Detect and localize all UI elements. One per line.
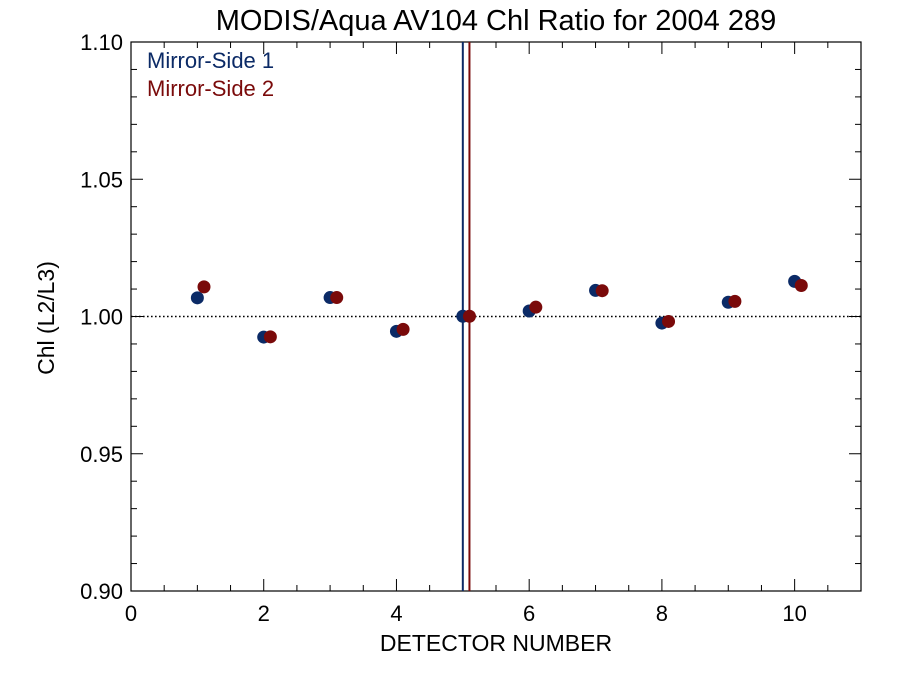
point-series-2 bbox=[662, 314, 676, 328]
x-tick-label: 6 bbox=[523, 601, 535, 626]
x-axis-label: DETECTOR NUMBER bbox=[380, 630, 612, 656]
point-series-2 bbox=[462, 309, 476, 323]
point-series-2 bbox=[330, 291, 344, 305]
point-series-2 bbox=[396, 322, 410, 336]
y-tick-label: 1.00 bbox=[80, 305, 123, 330]
point-series-2 bbox=[263, 330, 277, 344]
point-series-2 bbox=[197, 280, 211, 294]
y-tick-label: 1.10 bbox=[80, 30, 123, 55]
x-tick-label: 0 bbox=[125, 601, 137, 626]
point-series-2 bbox=[595, 284, 609, 298]
x-tick-label: 4 bbox=[390, 601, 402, 626]
x-tick-label: 2 bbox=[258, 601, 270, 626]
plot-layer: 0 2 4 6 8 10 0.90 0.95 1.00 1.05 1.10 bbox=[80, 30, 862, 626]
chart-title: MODIS/Aqua AV104 Chl Ratio for 2004 289 bbox=[216, 5, 776, 37]
point-series-2 bbox=[794, 278, 808, 292]
x-tick-label: 8 bbox=[656, 601, 668, 626]
x-tick-label: 10 bbox=[782, 601, 806, 626]
point-series-2 bbox=[529, 300, 543, 314]
point-series-1 bbox=[190, 291, 204, 305]
y-tick-label: 0.90 bbox=[80, 579, 123, 604]
legend-item-mirror-side-2: Mirror-Side 2 bbox=[147, 76, 274, 101]
legend: Mirror-Side 1 Mirror-Side 2 bbox=[147, 48, 274, 101]
y-axis-label: Chl (L2/L3) bbox=[33, 261, 59, 375]
y-tick-label: 1.05 bbox=[80, 167, 123, 192]
y-tick-label: 0.95 bbox=[80, 442, 123, 467]
point-series-2 bbox=[728, 294, 742, 308]
legend-item-mirror-side-1: Mirror-Side 1 bbox=[147, 48, 274, 73]
